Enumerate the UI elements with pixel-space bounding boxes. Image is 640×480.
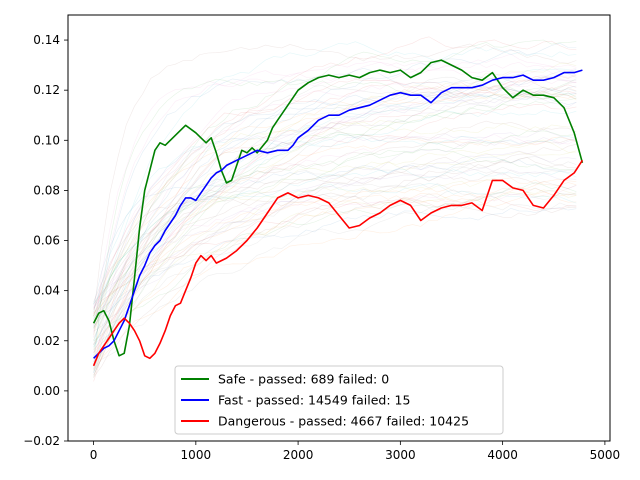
background-trace [93,150,577,316]
background-trace [93,178,577,353]
background-trace [93,86,577,376]
background-trace [93,63,577,330]
background-trace [93,139,577,341]
legend-label: Dangerous - passed: 4667 failed: 10425 [218,414,469,429]
background-trace [93,170,577,305]
background-trace [93,120,577,378]
x-tick-label: 3000 [385,448,416,462]
series-line-2 [92,159,584,367]
background-trace [93,185,577,362]
background-trace [93,41,577,346]
background-trace [93,78,577,367]
x-tick-label: 4000 [487,448,518,462]
background-trace [93,207,577,323]
background-trace [93,186,577,370]
background-trace [93,183,577,320]
y-tick-label: 0.04 [33,284,60,298]
axes-frame [67,14,611,442]
background-trace [93,42,577,374]
series-line-1 [93,69,583,359]
background-trace [93,150,577,319]
background-trace [93,166,577,332]
background-trace [93,192,577,303]
background-trace [93,138,577,345]
background-trace [93,91,577,329]
background-trace [93,183,577,327]
background-trace [93,156,577,305]
background-trace [93,202,577,372]
y-tick-label: 0.06 [33,234,60,248]
legend-box [174,365,504,435]
x-tick-label: 5000 [590,448,621,462]
background-trace [93,148,577,317]
background-trace [93,78,577,353]
background-trace [93,75,577,338]
background-trace [93,83,577,341]
background-trace [93,36,577,382]
background-trace [93,136,577,346]
background-trace [93,89,577,327]
background-trace [93,182,577,342]
background-trace [93,156,577,329]
background-trace [93,79,577,366]
legend-label: Fast - passed: 14549 failed: 15 [218,393,410,408]
y-tick-label: 0.00 [33,384,60,398]
background-trace [93,130,577,376]
background-trace [93,109,577,363]
y-tick-label: 0.08 [33,183,60,197]
series-line-0 [92,59,584,357]
x-axis: 0 1000 2000 3000 4000 5000 [90,441,620,462]
background-trace [93,134,577,310]
legend-label: Safe - passed: 689 failed: 0 [218,372,389,387]
y-tick-label: 0.10 [33,133,60,147]
x-tick-label: 1000 [181,448,212,462]
legend: Safe - passed: 689 failed: 0 Fast - passe… [174,365,504,435]
background-trace [93,191,577,359]
background-trace [93,91,577,372]
background-trace [93,43,577,317]
background-trace [93,137,577,345]
y-axis: −0.02 0.00 0.02 0.04 0.06 0.08 0.10 0.12 0.14 [23,33,68,448]
background-trace [93,168,577,304]
series-layer [92,59,584,367]
background-trace [93,74,577,332]
background-trace [93,195,577,314]
y-tick-label: −0.02 [23,434,60,448]
background-trace [93,121,577,336]
y-tick-label: 0.12 [33,83,60,97]
x-tick-label: 2000 [283,448,314,462]
y-tick-label: 0.02 [33,334,60,348]
background-trace [93,79,577,317]
background-trace [93,128,577,370]
background-trace [93,53,577,334]
background-trace [93,68,577,347]
background-trace [93,90,577,369]
background-trace [93,144,577,378]
x-tick-label: 0 [90,448,98,462]
background-trace [93,60,577,337]
background-trace [93,104,577,315]
background-trace [93,61,577,309]
background-trace [93,87,577,310]
y-tick-label: 0.14 [33,33,60,47]
background-trace [93,178,577,350]
background-trace [93,39,577,321]
background-trace [93,191,577,370]
background-trace [93,81,577,366]
background-trace [93,85,577,373]
background-trace [93,156,577,366]
background-trace [93,89,577,323]
background-trace [93,133,577,313]
background-trace [93,167,577,307]
